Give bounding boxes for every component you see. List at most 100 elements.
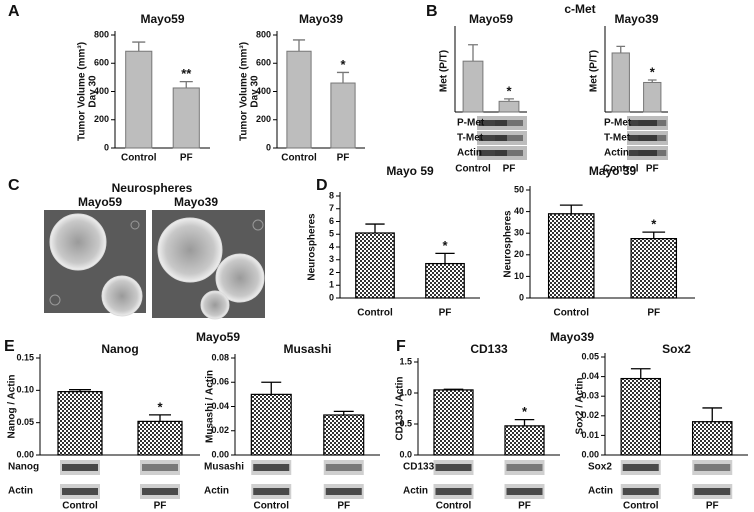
- error-bar: [365, 223, 385, 233]
- y-tick-label: 0.0: [399, 449, 412, 459]
- bar: [425, 262, 465, 299]
- bar: [57, 391, 103, 456]
- panel-header: c-Met: [564, 2, 595, 16]
- image-label: Mayo59: [78, 195, 122, 209]
- blot-band: [495, 120, 523, 126]
- blot-band: [479, 120, 507, 126]
- y-tick-label: 20: [514, 249, 524, 259]
- blot-band: [479, 150, 507, 156]
- bar: [691, 421, 733, 456]
- error-bar: [261, 381, 282, 395]
- error-bar: [468, 44, 478, 62]
- blot-band: [638, 150, 667, 156]
- y-axis-label: Met (P/T): [589, 50, 600, 92]
- blot-band: [495, 150, 523, 156]
- panel-header: Mayo39: [550, 330, 594, 344]
- x-tick-label: Control: [357, 308, 393, 319]
- y-tick-label: 8: [329, 190, 334, 200]
- y-tick-label: 0.05: [581, 351, 599, 361]
- error-bar: [702, 407, 723, 422]
- y-axis-label: Tumor Volume (mm³): [77, 42, 88, 141]
- panel-letter: E: [4, 338, 15, 355]
- x-tick-label: PF: [646, 164, 659, 175]
- chart-title: Sox2: [662, 342, 691, 356]
- y-axis-label: Musashi / Actin: [205, 370, 216, 443]
- chart-title: Mayo39: [299, 12, 343, 26]
- x-tick-label: PF: [706, 501, 719, 512]
- y-tick-label: 1: [329, 280, 334, 290]
- bar: [611, 52, 630, 113]
- x-tick-label: Control: [121, 153, 157, 164]
- blot-band: [435, 464, 472, 471]
- y-tick-label: 0.02: [211, 425, 229, 435]
- y-axis-label: Tumor Volume (mm³): [239, 42, 250, 141]
- chart-title: Musashi: [283, 342, 331, 356]
- blot-band: [253, 488, 290, 495]
- significance-label: *: [442, 238, 448, 253]
- y-tick-label: 0.03: [581, 391, 599, 401]
- blot-band: [622, 488, 659, 495]
- error-bar: [149, 414, 171, 422]
- y-tick-label: 0.08: [211, 352, 229, 362]
- panel-letter: C: [8, 177, 20, 194]
- y-tick-label: 400: [94, 86, 109, 96]
- significance-label: *: [506, 83, 512, 98]
- y-tick-label: 200: [256, 114, 271, 124]
- y-tick-label: 0.02: [581, 410, 599, 420]
- panel-letter: A: [8, 3, 20, 20]
- blot-label: P-Met: [604, 118, 632, 129]
- error-bar: [559, 204, 583, 214]
- y-tick-label: 0.15: [16, 352, 34, 362]
- y-tick-label: 800: [94, 29, 109, 39]
- panel-header: Mayo59: [196, 330, 240, 344]
- blot-band: [142, 488, 178, 495]
- y-tick-label: 4: [329, 241, 334, 251]
- blot-band: [638, 135, 667, 141]
- x-tick-label: Control: [281, 153, 317, 164]
- blot-band: [253, 464, 290, 471]
- y-tick-label: 5: [329, 229, 334, 239]
- x-tick-label: Control: [436, 501, 472, 512]
- x-tick-label: PF: [337, 153, 350, 164]
- significance-label: *: [340, 57, 346, 72]
- y-axis-label: Neurospheres: [307, 213, 318, 281]
- blot-label: Actin: [457, 148, 482, 159]
- bar: [323, 414, 365, 456]
- y-tick-label: 0: [519, 292, 524, 302]
- blot-label: Actin: [604, 148, 629, 159]
- y-axis-label: Sox2 / Actin: [575, 378, 586, 435]
- error-bar: [443, 388, 464, 390]
- y-tick-label: 7: [329, 203, 334, 213]
- x-tick-label: Control: [603, 164, 639, 175]
- error-bar: [336, 71, 350, 84]
- y-tick-label: 40: [514, 206, 524, 216]
- y-tick-label: 400: [256, 86, 271, 96]
- blot-band: [435, 488, 472, 495]
- chart-title: Mayo 59: [386, 164, 434, 178]
- chart-title: Nanog: [101, 342, 138, 356]
- y-tick-label: 0: [266, 142, 271, 152]
- blot-band: [142, 464, 178, 471]
- error-bar: [435, 252, 455, 264]
- chart-title: CD133: [470, 342, 508, 356]
- error-bar: [292, 39, 306, 52]
- blot-label: Musashi: [204, 462, 244, 473]
- y-tick-label: 1.0: [399, 387, 412, 397]
- x-tick-label: Control: [623, 501, 659, 512]
- blot-band: [622, 464, 659, 471]
- y-tick-label: 0.10: [16, 385, 34, 395]
- x-tick-label: PF: [518, 501, 531, 512]
- error-bar: [504, 98, 514, 102]
- blot-band: [495, 135, 523, 141]
- y-tick-label: 6: [329, 216, 334, 226]
- y-tick-label: 0.00: [16, 449, 34, 459]
- bar: [630, 238, 678, 299]
- bar: [498, 100, 520, 113]
- y-tick-label: 1.5: [399, 356, 412, 366]
- bar: [547, 213, 595, 299]
- x-tick-label: PF: [154, 501, 167, 512]
- significance-label: **: [181, 66, 192, 81]
- blot-label: Actin: [204, 486, 229, 497]
